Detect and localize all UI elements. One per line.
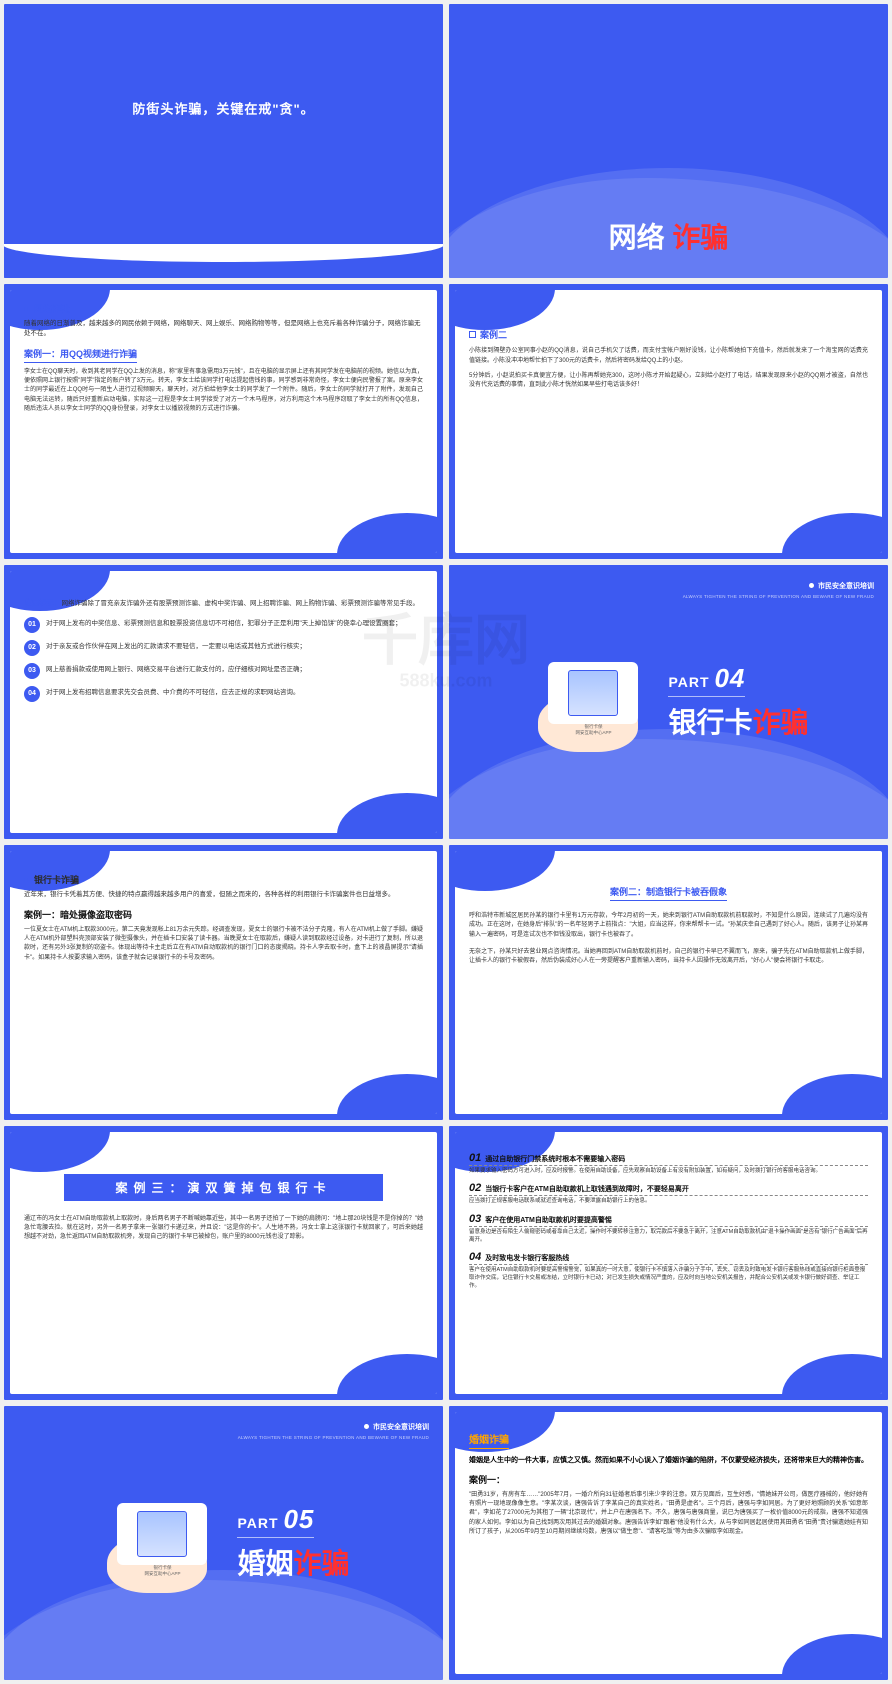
slide-1: 防街头诈骗，关键在戒"贪"。: [4, 4, 443, 278]
num-03: 03: [24, 663, 40, 679]
num-01: 01: [24, 617, 40, 633]
ord-item-2: 02当银行卡客户在ATM自助取款机上取钱遇到故障时，不要轻易离开 应当拨打正规客…: [469, 1182, 868, 1206]
tip-list: 01对于网上发布的中奖信息、彩票预测信息和股票投资信息切不可相信，犯罪分子正是利…: [24, 617, 423, 702]
case-body: 李女士在QQ聊天时，收到其老同学在QQ上发的消息，称"家里有事急需用3万元钱"，…: [24, 368, 423, 414]
slide-grid: 防街头诈骗，关键在戒"贪"。 网络 诈骗 网络诈骗 随着网络的日渐普及，越来越多…: [4, 4, 888, 1680]
bank-case2-title: 案例二：制造银行卡被吞假象: [610, 885, 727, 901]
phone-illustration: 银行卡保网安互助中心APP: [528, 652, 648, 752]
part5-number: PART 05: [237, 1504, 314, 1538]
case2-title: 案例二: [469, 328, 868, 341]
case-title: 案例一：用QQ视频进行诈骗: [24, 347, 137, 363]
tip-intro: 防范提示：网络诈骗除了冒充亲友诈骗外还有股票预测诈骗、虚构中奖诈骗、网上招聘诈骗…: [24, 597, 423, 609]
marriage-intro: 婚姻是人生中的一件大事，应慎之又慎。然而如果不小心误入了婚姻诈骗的陷阱，不仅蒙受…: [469, 1455, 868, 1465]
slide-2: 网络 诈骗: [449, 4, 888, 278]
slide-11-part5: 市民安全意识培训 ALWAYS TIGHTEN THE STRING OF PR…: [4, 1406, 443, 1680]
slide-9: 案例三：演双簧掉包银行卡 通辽市的冯女士在ATM自助取款机上取款时，身后两名男子…: [4, 1126, 443, 1400]
slide-10: 01通过自助银行门禁系统时根本不需要输入密码 如果要求输入密码方可进入时，应及时…: [449, 1126, 888, 1400]
part-title: 银行卡诈骗: [668, 701, 808, 741]
bank-case2-p2: 无奈之下，孙某只好去营业网点咨询情况。当她再回到ATM自助取款机前时，自己的银行…: [469, 948, 868, 967]
case2-p1: 小陈接到隔壁办公室同事小赵的QQ消息，说自己手机欠了话费，而支付宝帐户刚好没钱，…: [469, 347, 868, 366]
ord-item-4: 04及时致电发卡银行客服热线 客户在使用ATM自助取款机时要提高警惕警觉，如果真…: [469, 1251, 868, 1290]
num-04: 04: [24, 686, 40, 702]
part5-header: 市民安全意识培训 ALWAYS TIGHTEN THE STRING OF PR…: [238, 1416, 429, 1440]
bank-case1-body: 一位夏女士在ATM机上取款3000元，第二天竟发现帐上81万余元失踪。经调查发现…: [24, 926, 423, 963]
part5-title: 婚姻诈骗: [237, 1542, 349, 1582]
phone-illustration-2: 银行卡保网安互助中心APP: [97, 1493, 217, 1593]
case2-p2: 5分钟后，小赵说拍买卡真便宜方便，让小陈再帮她充300，这时小陈才开始起疑心，立…: [469, 372, 868, 391]
ord-item-3: 03客户在使用ATM自助取款机时要提高警惕 留意身边是否有陌生人偷窥密码或者靠自…: [469, 1213, 868, 1244]
part-header: 市民安全意识培训 ALWAYS TIGHTEN THE STRING OF PR…: [683, 575, 874, 599]
slide-6-part4: 市民安全意识培训 ALWAYS TIGHTEN THE STRING OF PR…: [449, 565, 888, 839]
case3-bar: 案例三：演双簧掉包银行卡: [64, 1174, 383, 1201]
num-02: 02: [24, 640, 40, 656]
section-title-bank: 银行卡诈骗: [24, 873, 423, 886]
part-number: PART 04: [668, 663, 745, 697]
marriage-case1-title: 案例一：: [469, 1473, 868, 1486]
section-title: 网络诈骗: [24, 302, 423, 315]
slide-8: 案例二：制造银行卡被吞假象 呼和浩特市新城区居民孙某的银行卡里有1万元存款，今年…: [449, 845, 888, 1119]
intro-text: 随着网络的日渐普及，越来越多的网民依赖于网络，网络聊天、网上娱乐、网络购物等等，…: [24, 319, 423, 339]
slide-4: 案例二 小陈接到隔壁办公室同事小赵的QQ消息，说自己手机欠了话费，而支付宝帐户刚…: [449, 284, 888, 558]
banner-text: 防街头诈骗，关键在戒"贪"。: [132, 99, 314, 118]
bank-case2-p1: 呼和浩特市新城区居民孙某的银行卡里有1万元存款，今年2月初的一天，她来到银行AT…: [469, 912, 868, 940]
title-net: 网络: [609, 222, 673, 253]
case3-body: 通辽市的冯女士在ATM自助取款机上取款时，身后两名男子不断喊她靠近些，其中一名男…: [24, 1215, 423, 1243]
slide-3: 网络诈骗 随着网络的日渐普及，越来越多的网民依赖于网络，网络聊天、网上娱乐、网络…: [4, 284, 443, 558]
bank-case1-title: 案例一：暗处摄像盗取密码: [24, 908, 423, 921]
slide-5: 防范提示：网络诈骗除了冒充亲友诈骗外还有股票预测诈骗、虚构中奖诈骗、网上招聘诈骗…: [4, 565, 443, 839]
slide-7: 银行卡诈骗 近年来，银行卡凭着其方便、快捷的特点赢得越来越多用户的喜爱，但随之而…: [4, 845, 443, 1119]
ord-item-1: 01通过自助银行门禁系统时根本不需要输入密码 如果要求输入密码方可进入时，应及时…: [469, 1152, 868, 1176]
bank-intro: 近年来，银行卡凭着其方便、快捷的特点赢得越来越多用户的喜爱，但随之而来的，各种各…: [24, 890, 423, 900]
title-fraud: 诈骗: [672, 222, 728, 253]
marriage-title: 婚姻诈骗: [469, 1431, 509, 1449]
marriage-case1-body: "田勇31岁，有房有车……"2005年7月，一婚介所向31征婚者后事引来少李的注…: [469, 1491, 868, 1537]
slide-12: 婚姻诈骗 婚姻是人生中的一件大事，应慎之又慎。然而如果不小心误入了婚姻诈骗的陷阱…: [449, 1406, 888, 1680]
